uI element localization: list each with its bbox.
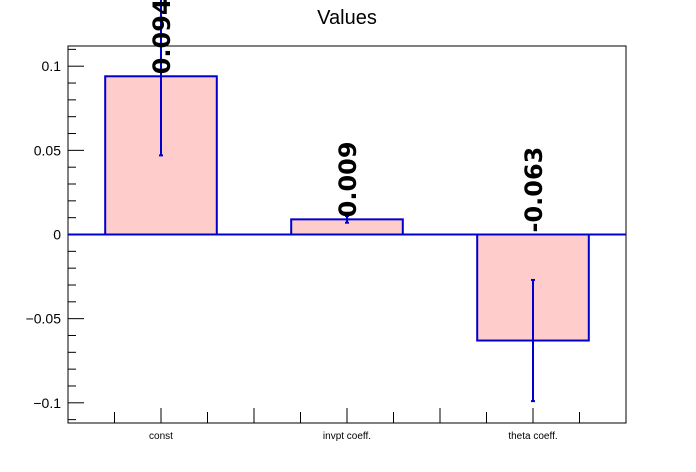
- y-tick-label: 0: [53, 227, 61, 243]
- y-tick-label: 0.05: [34, 142, 61, 158]
- x-tick-label: invpt coeff.: [323, 431, 371, 442]
- y-axis: −0.1 −0.05 0 0.05 0.1: [26, 48, 84, 421]
- data-label: -0.063: [520, 147, 548, 233]
- x-axis: const invpt coeff. theta coeff.: [114, 408, 580, 442]
- x-tick-label: const: [149, 431, 173, 442]
- x-tick-label: theta coeff.: [508, 431, 557, 442]
- y-tick-label: −0.1: [33, 395, 61, 411]
- data-labels: 0.094 0.009 -0.063: [148, 0, 548, 233]
- data-label: 0.094: [148, 0, 176, 74]
- data-label: 0.009: [334, 141, 362, 217]
- y-tick-label: 0.1: [42, 58, 62, 74]
- y-tick-label: −0.05: [26, 311, 62, 327]
- chart-title: Values: [317, 7, 377, 29]
- error-bars: [159, 0, 535, 403]
